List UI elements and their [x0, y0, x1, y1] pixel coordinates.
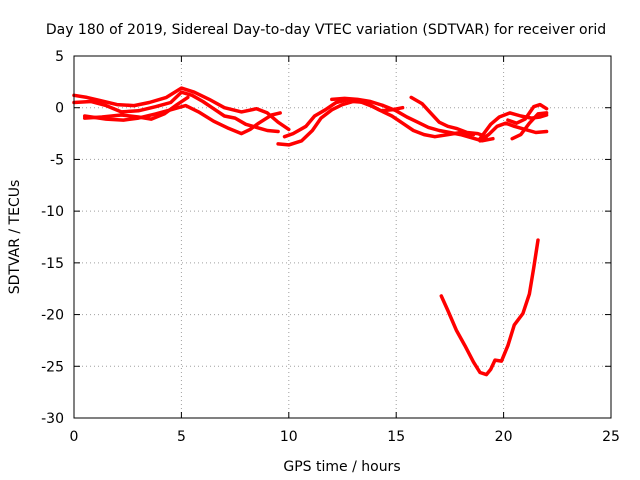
x-tick-label: 20	[495, 429, 513, 445]
y-tick-label: -10	[41, 204, 64, 220]
x-axis-label: GPS time / hours	[283, 459, 400, 475]
series-line-arc-4	[82, 95, 190, 121]
series-line-arc-12	[510, 111, 549, 141]
series-line-arc-7	[330, 96, 495, 143]
y-tick-label: -25	[41, 359, 64, 375]
y-tick-label: -30	[41, 411, 64, 427]
axis-ticks: 0 5 10 15 20 25 5 0 -5 -10 -15 -20 -25 -30	[41, 49, 620, 445]
x-tick-label: 10	[280, 429, 298, 445]
x-tick-label: 15	[387, 429, 405, 445]
y-tick-label: -15	[41, 256, 64, 272]
series-line-arc-6	[276, 99, 476, 147]
x-tick-label: 5	[177, 429, 186, 445]
series-line-arc-1	[72, 90, 280, 134]
chart-title: Day 180 of 2019, Sidereal Day-to-day VTE…	[46, 22, 606, 38]
series-line-arc-3	[82, 103, 282, 136]
x-tick-label: 25	[602, 429, 620, 445]
y-axis-label: SDTVAR / TECUs	[7, 180, 23, 295]
series-line-arc-10	[478, 111, 549, 141]
y-tick-label: -20	[41, 308, 64, 324]
series-line-arc-2	[72, 86, 291, 132]
series-layer	[72, 86, 549, 377]
series-line-arc-11	[506, 102, 549, 125]
y-tick-label: 5	[55, 49, 64, 65]
y-tick-label: 0	[55, 101, 64, 117]
series-line-arc-8	[409, 95, 489, 139]
y-tick-label: -5	[50, 152, 64, 168]
series-line-arc-13	[439, 238, 540, 377]
series-line-arc-9	[478, 121, 549, 143]
plot-frame	[73, 55, 612, 419]
x-tick-label: 0	[70, 429, 79, 445]
